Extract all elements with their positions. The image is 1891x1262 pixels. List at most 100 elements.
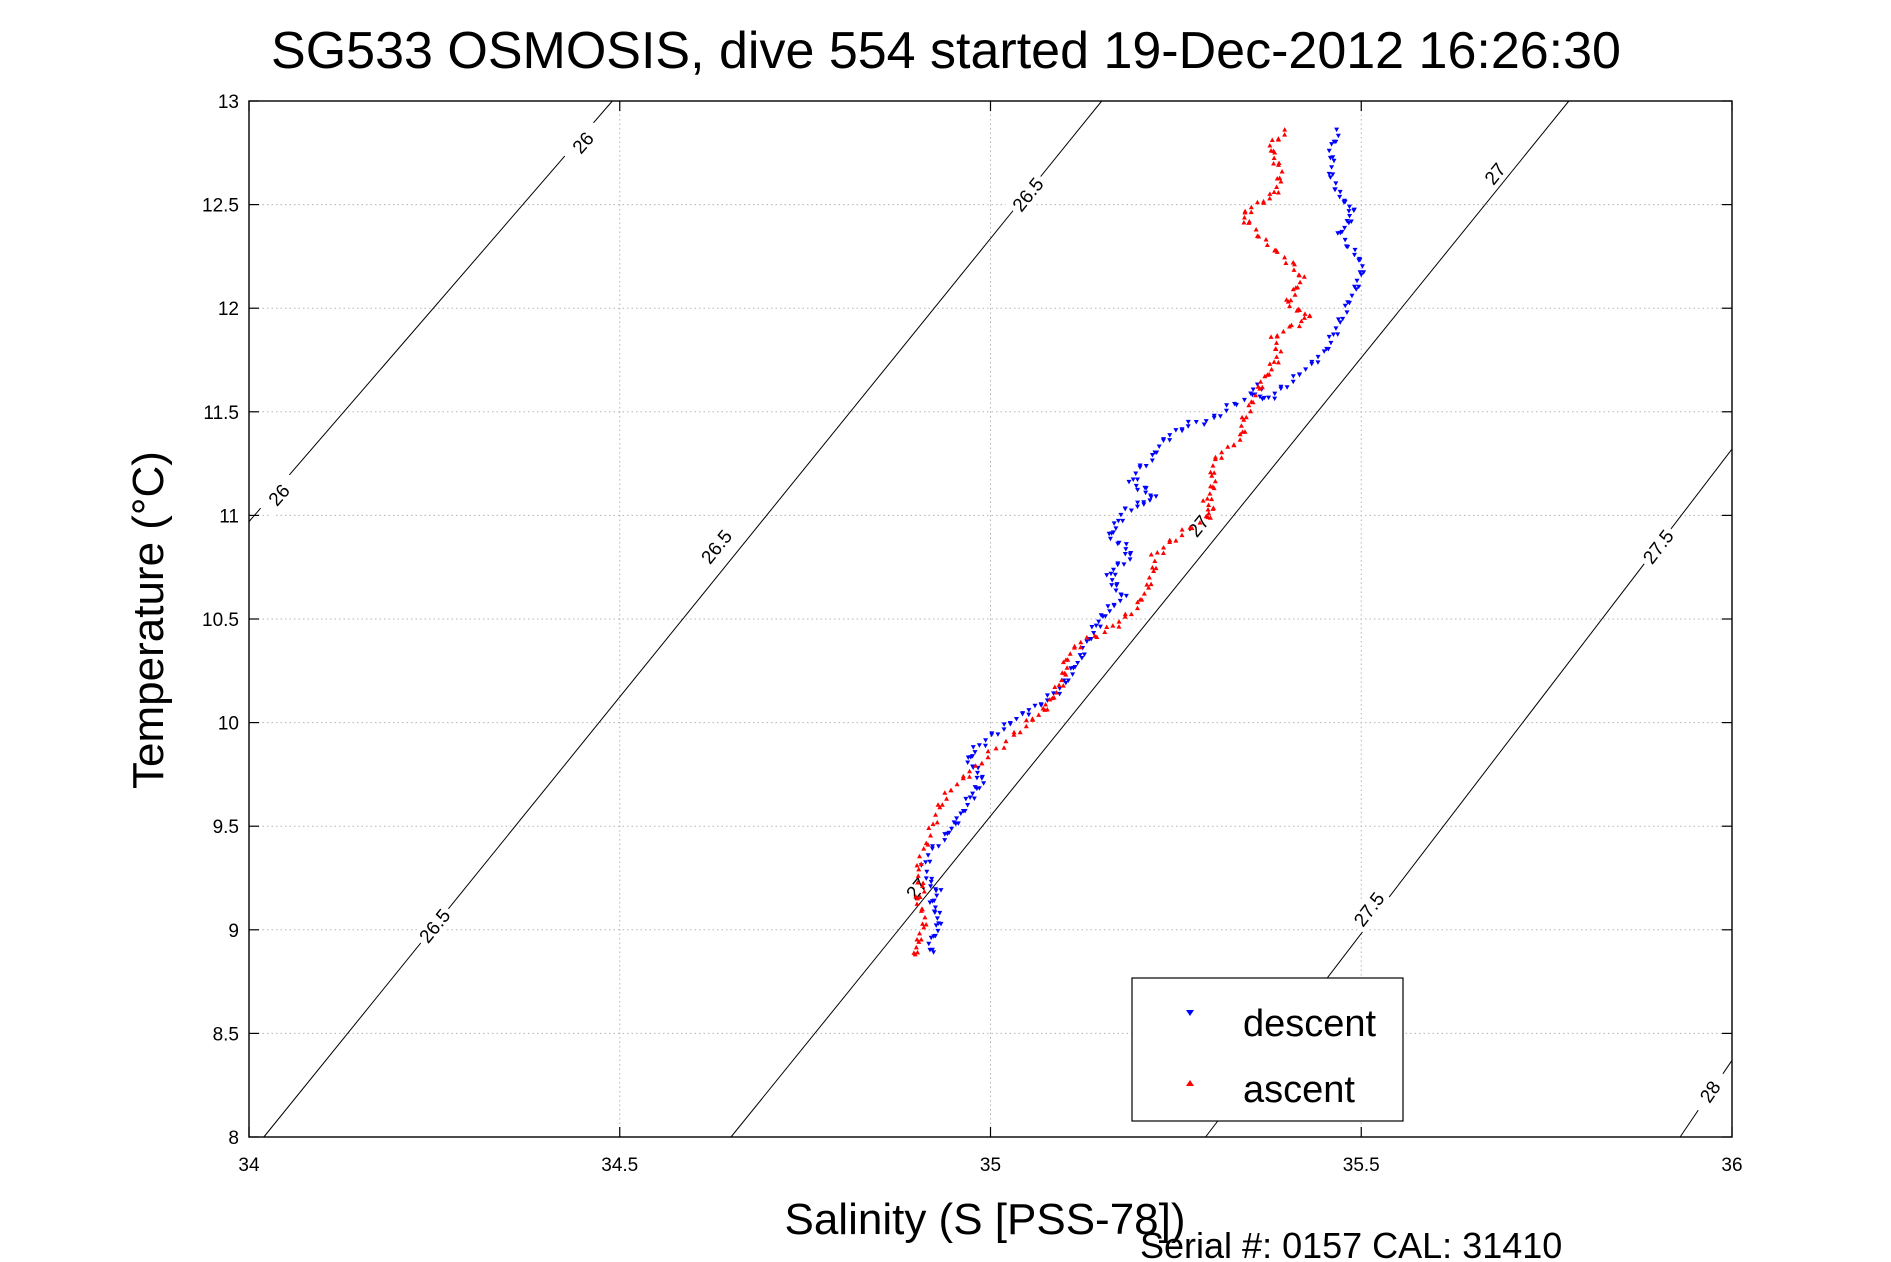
serial-cal-footer: Serial #: 0157 CAL: 31410	[1140, 1225, 1562, 1262]
data-point-ascent	[920, 880, 926, 886]
data-point-ascent	[928, 833, 934, 838]
data-point-ascent	[915, 873, 921, 878]
data-point-descent	[1111, 521, 1117, 526]
chart-title: SG533 OSMOSIS, dive 554 started 19-Dec-2…	[271, 22, 1621, 80]
data-point-descent	[1167, 438, 1173, 443]
data-point-descent	[1193, 419, 1199, 425]
data-point-descent	[1072, 665, 1078, 670]
data-point-ascent	[921, 888, 927, 894]
data-point-ascent	[1267, 191, 1273, 196]
data-point-descent	[1348, 219, 1354, 225]
data-point-ascent	[1036, 712, 1042, 717]
data-point-descent	[929, 846, 935, 852]
data-point-descent	[1284, 385, 1290, 390]
data-point-descent	[1109, 583, 1115, 588]
data-point-descent	[928, 935, 934, 941]
data-point-ascent	[939, 802, 945, 807]
data-point-ascent	[1253, 392, 1259, 398]
y-tick-label: 12.5	[202, 196, 239, 217]
data-point-descent	[1120, 518, 1126, 524]
data-point-descent	[1126, 479, 1132, 485]
data-point-ascent	[1078, 644, 1084, 650]
data-point-ascent	[1067, 651, 1073, 656]
data-point-descent	[1122, 506, 1128, 512]
data-point-descent	[1115, 518, 1121, 524]
data-point-ascent	[1211, 470, 1217, 475]
data-point-descent	[1135, 500, 1141, 506]
data-point-ascent	[1248, 204, 1254, 210]
data-point-descent	[935, 928, 941, 934]
data-point-descent	[1342, 303, 1348, 309]
data-point-ascent	[1161, 545, 1167, 550]
data-point-ascent	[1287, 303, 1293, 309]
data-point-descent	[974, 775, 980, 781]
data-point-ascent	[1297, 279, 1303, 285]
data-point-descent	[1007, 720, 1013, 726]
data-point-descent	[983, 738, 989, 743]
data-point-descent	[970, 764, 976, 769]
data-point-descent	[970, 791, 976, 797]
data-point-ascent	[1301, 315, 1307, 320]
data-point-ascent	[921, 846, 927, 851]
data-point-ascent	[1271, 155, 1277, 160]
data-point-ascent	[1243, 414, 1249, 420]
data-point-ascent	[1154, 550, 1160, 555]
data-point-ascent	[985, 754, 991, 760]
data-point-ascent	[1296, 323, 1302, 329]
data-point-ascent	[1179, 527, 1185, 532]
data-point-descent	[1346, 209, 1352, 214]
y-tick-label: 10	[218, 714, 239, 735]
data-point-ascent	[1151, 568, 1157, 574]
data-point-ascent	[1001, 745, 1007, 750]
data-point-ascent	[985, 748, 991, 754]
data-point-ascent	[1078, 639, 1084, 645]
data-point-ascent	[993, 745, 999, 751]
data-point-descent	[1013, 716, 1019, 722]
data-point-descent	[1143, 486, 1149, 491]
data-point-ascent	[914, 901, 920, 906]
x-tick-label: 35	[980, 1155, 1001, 1176]
data-point-descent	[1084, 639, 1090, 644]
data-point-ascent	[1011, 732, 1017, 737]
data-point-descent	[1109, 578, 1115, 583]
data-point-ascent	[1092, 633, 1098, 638]
data-point-ascent	[1237, 431, 1243, 437]
data-point-ascent	[1259, 384, 1265, 390]
data-point-descent	[927, 947, 933, 953]
data-point-descent	[1346, 300, 1352, 306]
data-point-descent	[1330, 332, 1336, 337]
data-point-descent	[1337, 194, 1343, 200]
data-point-descent	[1321, 349, 1327, 354]
data-point-ascent	[1275, 359, 1281, 365]
data-point-ascent	[1254, 199, 1260, 205]
data-point-descent	[1112, 572, 1118, 578]
data-point-descent	[929, 876, 935, 882]
data-point-ascent	[1287, 324, 1292, 329]
data-point-ascent	[937, 804, 943, 810]
data-point-ascent	[1241, 417, 1247, 422]
data-point-descent	[1272, 391, 1278, 397]
data-point-ascent	[948, 787, 954, 793]
data-point-descent	[1154, 450, 1160, 456]
data-point-ascent	[1263, 236, 1269, 242]
data-point-ascent	[934, 819, 940, 825]
data-point-ascent	[1063, 672, 1069, 677]
data-point-ascent	[1282, 132, 1288, 137]
data-point-ascent	[1060, 659, 1066, 665]
y-tick-label: 10.5	[202, 610, 239, 631]
data-point-descent	[1340, 316, 1346, 322]
data-point-descent	[1127, 552, 1133, 557]
legend-box	[1131, 977, 1404, 1122]
data-point-ascent	[1064, 665, 1070, 670]
data-point-ascent	[1248, 408, 1254, 414]
data-point-ascent	[1280, 329, 1286, 334]
data-point-ascent	[1054, 690, 1060, 695]
data-point-ascent	[1246, 220, 1252, 225]
data-point-ascent	[920, 921, 926, 926]
data-point-ascent	[1043, 701, 1049, 707]
isopycnal-line	[730, 100, 1570, 1138]
data-point-descent	[1020, 711, 1026, 717]
data-point-ascent	[915, 895, 921, 901]
